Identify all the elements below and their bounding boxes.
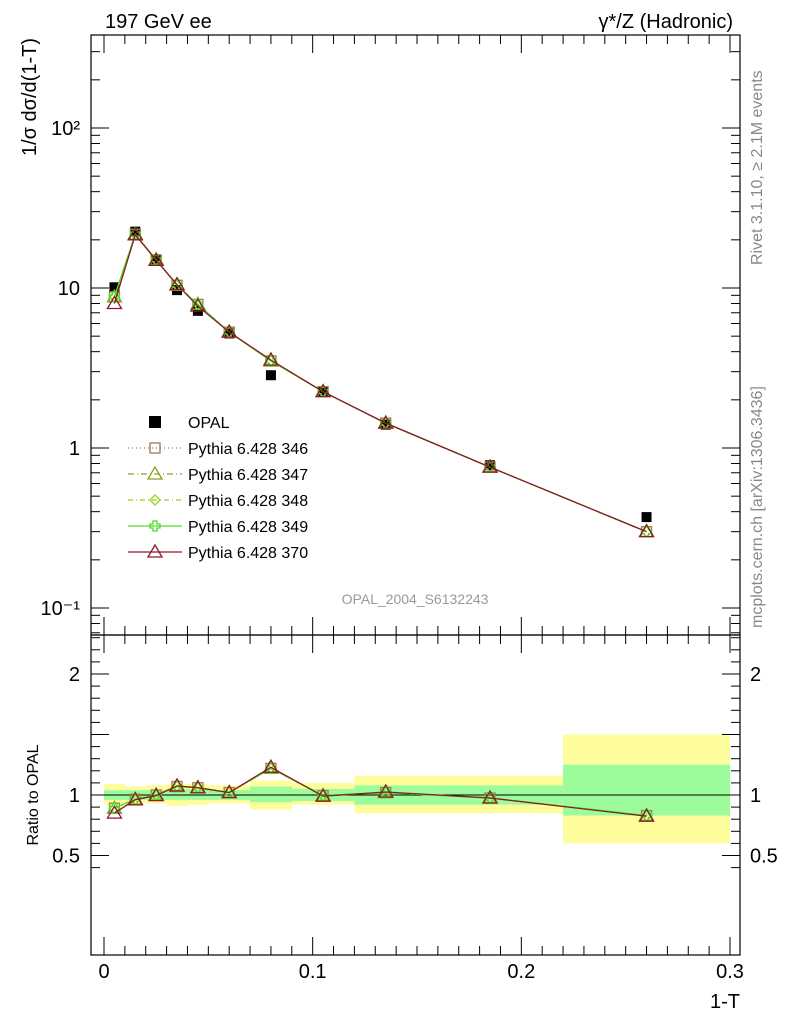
title-left: 197 GeV ee	[105, 11, 212, 33]
ratio-series-point-4	[314, 787, 332, 802]
main-series-point-4	[262, 351, 280, 366]
main-series-point-4	[638, 523, 655, 538]
ratio-ytick-label-right: 0.5	[750, 846, 778, 868]
main-series-line-0	[113, 232, 647, 533]
legend-marker-opal	[149, 416, 161, 428]
main-ytick-label: 10²	[51, 118, 80, 140]
band-inner-10	[563, 764, 730, 816]
legend-marker-4	[146, 543, 164, 558]
ratio-series-point-4	[377, 783, 394, 798]
opal-data-point	[130, 226, 141, 237]
main-series-point-4	[221, 323, 238, 338]
xtick-label: 0	[98, 961, 109, 983]
xtick-label: 0.3	[716, 961, 744, 983]
band-inner-6	[250, 786, 292, 803]
main-series-point-3	[265, 355, 277, 367]
mcplots-info: mcplots.cern.ch [arXiv:1306.3436]	[749, 386, 766, 628]
ratio-series-point-4	[168, 777, 186, 792]
main-series-point-4	[189, 297, 207, 312]
ratio-series-point-4	[481, 789, 499, 804]
ratio-series-point-4	[106, 804, 123, 819]
xtick-label: 0.1	[299, 961, 327, 983]
ratio-series-point-4	[262, 758, 280, 773]
ratio-series-point-4	[221, 784, 238, 799]
ratio-series-point-4	[127, 791, 144, 806]
main-series-line-4	[113, 233, 647, 533]
legend: OPAL Pythia 6.428 346 Pythia 6.428 347 Pyth…	[128, 415, 308, 562]
main-ytick-label: 10	[58, 278, 80, 300]
legend-label-3: Pythia 6.428 349	[188, 519, 308, 536]
ratio-ytick-label-right: 2	[750, 664, 761, 686]
opal-data-point	[109, 282, 120, 293]
ratio-ytick-label-left: 2	[69, 664, 80, 686]
analysis-id: OPAL_2004_S6132243	[342, 591, 489, 607]
rivet-info: Rivet 3.1.10, ≥ 2.1M events	[749, 70, 766, 265]
main-series-point-4	[106, 295, 123, 310]
opal-data-point	[224, 328, 235, 339]
legend-marker-0	[149, 442, 161, 454]
ratio-series-point-4	[189, 779, 207, 794]
title-right: γ*/Z (Hadronic)	[599, 11, 733, 33]
legend-marker-2	[149, 494, 161, 506]
ratio-series-point-3	[265, 762, 277, 775]
main-ytick-label: 10⁻¹	[41, 598, 81, 620]
ratio-ytick-label-left: 0.5	[52, 846, 80, 868]
ratio-series-line-4	[114, 766, 647, 817]
main-series-line-3	[113, 232, 647, 533]
main-series-point-4	[314, 383, 332, 398]
ratio-plot-area: 0.5 0.5 1 1 2 2 0 0.1 0.2 0.3	[52, 634, 778, 983]
main-series-point-4	[377, 414, 394, 429]
opal-data-point	[485, 460, 496, 471]
legend-label-1: Pythia 6.428 347	[188, 467, 308, 484]
main-series-point-3	[171, 279, 183, 291]
legend-marker-3	[149, 520, 161, 532]
main-series-point-4	[127, 226, 144, 241]
main-plot-area: 10⁻¹ 1 10 10²	[41, 34, 741, 636]
band-inner-3	[166, 788, 188, 800]
opal-data-point	[380, 419, 391, 430]
legend-label-opal: OPAL	[188, 415, 230, 432]
legend-label-0: Pythia 6.428 346	[188, 441, 308, 458]
main-ytick-label: 1	[69, 438, 80, 460]
main-series-point-4	[168, 276, 186, 291]
main-series-line-1	[113, 232, 647, 533]
legend-label-2: Pythia 6.428 348	[188, 493, 308, 510]
xtick-label: 0.2	[507, 961, 535, 983]
legend-label-4: Pythia 6.428 370	[188, 545, 308, 562]
main-series-point-4	[481, 458, 499, 473]
opal-data-point	[641, 512, 652, 523]
main-series-line-2	[113, 232, 647, 533]
ratio-series-point-4	[638, 807, 655, 822]
ratio-ylabel: Ratio to OPAL	[25, 744, 42, 845]
ratio-series-point-4	[148, 787, 165, 802]
main-ylabel: 1/σ dσ/d(1-T)	[19, 38, 41, 156]
ratio-series-point-3	[108, 802, 121, 814]
main-series-point-4	[148, 252, 165, 266]
opal-data-point	[265, 370, 276, 381]
band-inner-4	[187, 788, 209, 800]
ratio-ytick-label-left: 1	[69, 785, 80, 807]
xlabel: 1-T	[710, 991, 740, 1013]
legend-marker-1	[146, 465, 164, 480]
ratio-ytick-label-right: 1	[750, 785, 761, 807]
